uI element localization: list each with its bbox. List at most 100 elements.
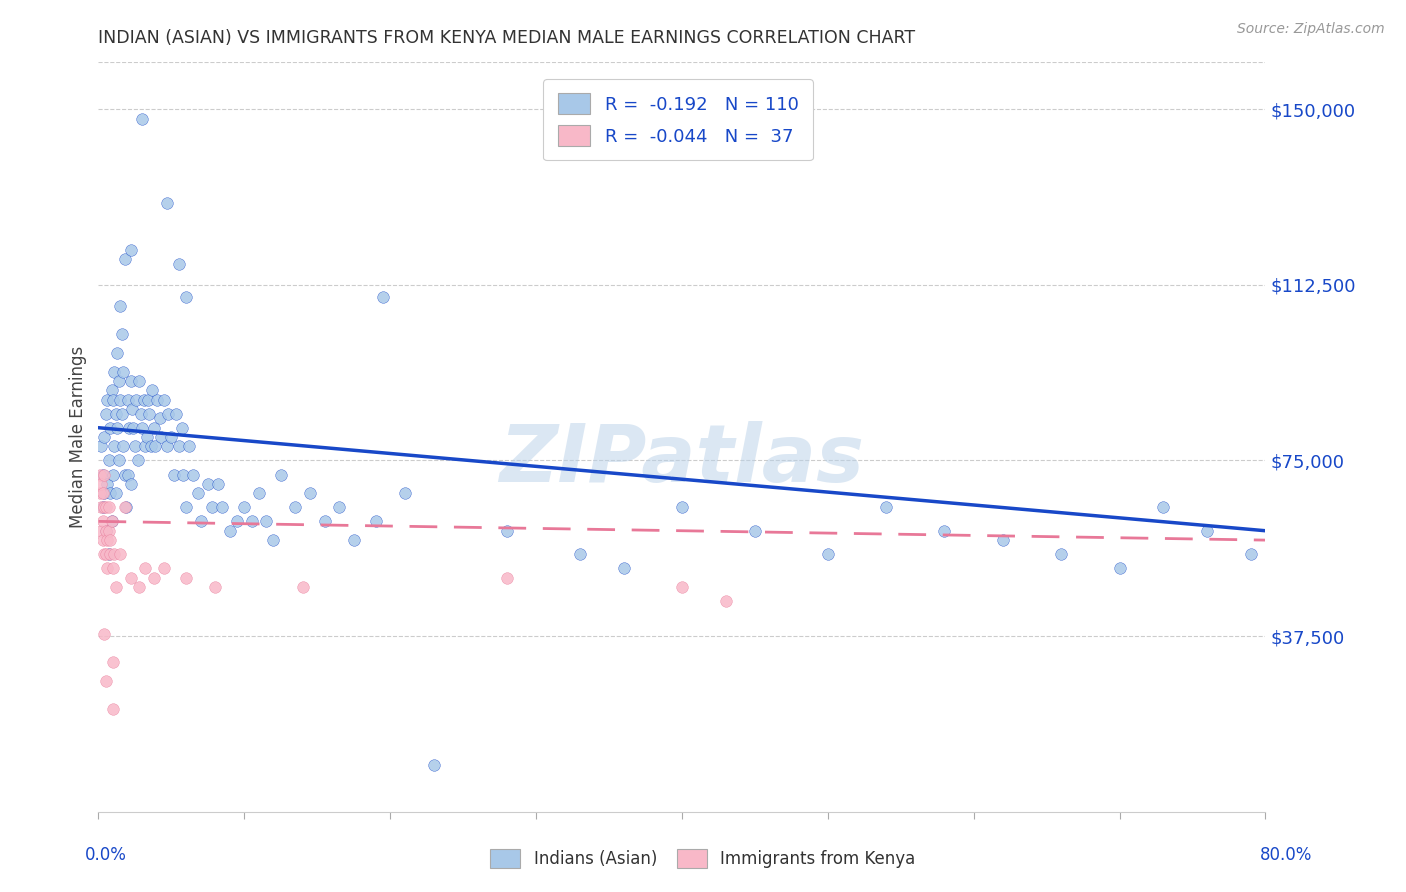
Point	[136, 392, 159, 407]
Legend: R =  -0.192   N = 110, R =  -0.044   N =  37: R = -0.192 N = 110, R = -0.044 N = 37	[543, 79, 813, 161]
Point	[328, 500, 350, 515]
Point	[98, 547, 121, 561]
Point	[172, 467, 194, 482]
Point	[364, 514, 387, 528]
Point	[98, 421, 121, 435]
Point	[150, 430, 173, 444]
Point	[142, 571, 165, 585]
Point	[612, 561, 634, 575]
Point	[100, 514, 122, 528]
Y-axis label: Median Male Earnings: Median Male Earnings	[69, 346, 87, 528]
Point	[120, 571, 142, 585]
Point	[121, 401, 143, 416]
Point	[94, 407, 117, 421]
Text: INDIAN (ASIAN) VS IMMIGRANTS FROM KENYA MEDIAN MALE EARNINGS CORRELATION CHART: INDIAN (ASIAN) VS IMMIGRANTS FROM KENYA …	[98, 29, 915, 47]
Point	[671, 500, 693, 515]
Point	[146, 392, 169, 407]
Point	[91, 486, 114, 500]
Point	[875, 500, 897, 515]
Point	[134, 561, 156, 575]
Point	[218, 524, 240, 538]
Point	[174, 289, 197, 303]
Point	[89, 486, 111, 500]
Point	[101, 392, 124, 407]
Point	[496, 524, 519, 538]
Point	[98, 486, 121, 500]
Point	[120, 476, 142, 491]
Point	[93, 486, 115, 500]
Point	[93, 467, 115, 482]
Point	[91, 467, 114, 482]
Point	[1195, 524, 1218, 538]
Point	[174, 571, 197, 585]
Point	[1152, 500, 1174, 515]
Point	[132, 392, 155, 407]
Point	[93, 500, 115, 515]
Point	[138, 407, 160, 421]
Point	[124, 440, 146, 453]
Point	[112, 440, 135, 453]
Point	[167, 257, 190, 271]
Point	[104, 486, 127, 500]
Point	[247, 486, 270, 500]
Point	[90, 440, 112, 453]
Point	[1298, 533, 1320, 547]
Point	[934, 524, 956, 538]
Point	[91, 500, 114, 515]
Point	[1268, 500, 1291, 515]
Point	[100, 514, 122, 528]
Point	[97, 547, 120, 561]
Point	[94, 547, 117, 561]
Point	[314, 514, 336, 528]
Point	[233, 500, 256, 515]
Point	[201, 500, 224, 515]
Point	[1108, 561, 1130, 575]
Text: 80.0%: 80.0%	[1260, 846, 1313, 863]
Point	[744, 524, 766, 538]
Point	[111, 407, 134, 421]
Point	[97, 524, 120, 538]
Point	[96, 561, 118, 575]
Text: Source: ZipAtlas.com: Source: ZipAtlas.com	[1237, 22, 1385, 37]
Point	[110, 392, 132, 407]
Point	[817, 547, 839, 561]
Point	[211, 500, 233, 515]
Point	[343, 533, 366, 547]
Point	[96, 476, 118, 491]
Point	[97, 500, 120, 515]
Point	[714, 594, 737, 608]
Point	[207, 476, 229, 491]
Point	[156, 440, 179, 453]
Point	[240, 514, 263, 528]
Point	[1050, 547, 1073, 561]
Point	[101, 655, 124, 669]
Point	[131, 421, 153, 435]
Point	[671, 580, 693, 594]
Point	[204, 580, 226, 594]
Point	[89, 467, 111, 482]
Point	[157, 407, 180, 421]
Point	[96, 392, 118, 407]
Point	[131, 112, 153, 126]
Point	[94, 500, 117, 515]
Point	[156, 195, 179, 210]
Point	[122, 421, 145, 435]
Point	[163, 467, 186, 482]
Point	[103, 547, 125, 561]
Point	[114, 467, 136, 482]
Point	[190, 514, 212, 528]
Point	[991, 533, 1014, 547]
Point	[143, 440, 166, 453]
Point	[96, 533, 118, 547]
Point	[105, 421, 128, 435]
Point	[91, 514, 114, 528]
Point	[90, 524, 112, 538]
Point	[120, 243, 142, 257]
Point	[94, 524, 117, 538]
Point	[153, 561, 176, 575]
Point	[160, 430, 183, 444]
Point	[291, 580, 314, 594]
Point	[298, 486, 321, 500]
Point	[153, 392, 176, 407]
Point	[128, 580, 150, 594]
